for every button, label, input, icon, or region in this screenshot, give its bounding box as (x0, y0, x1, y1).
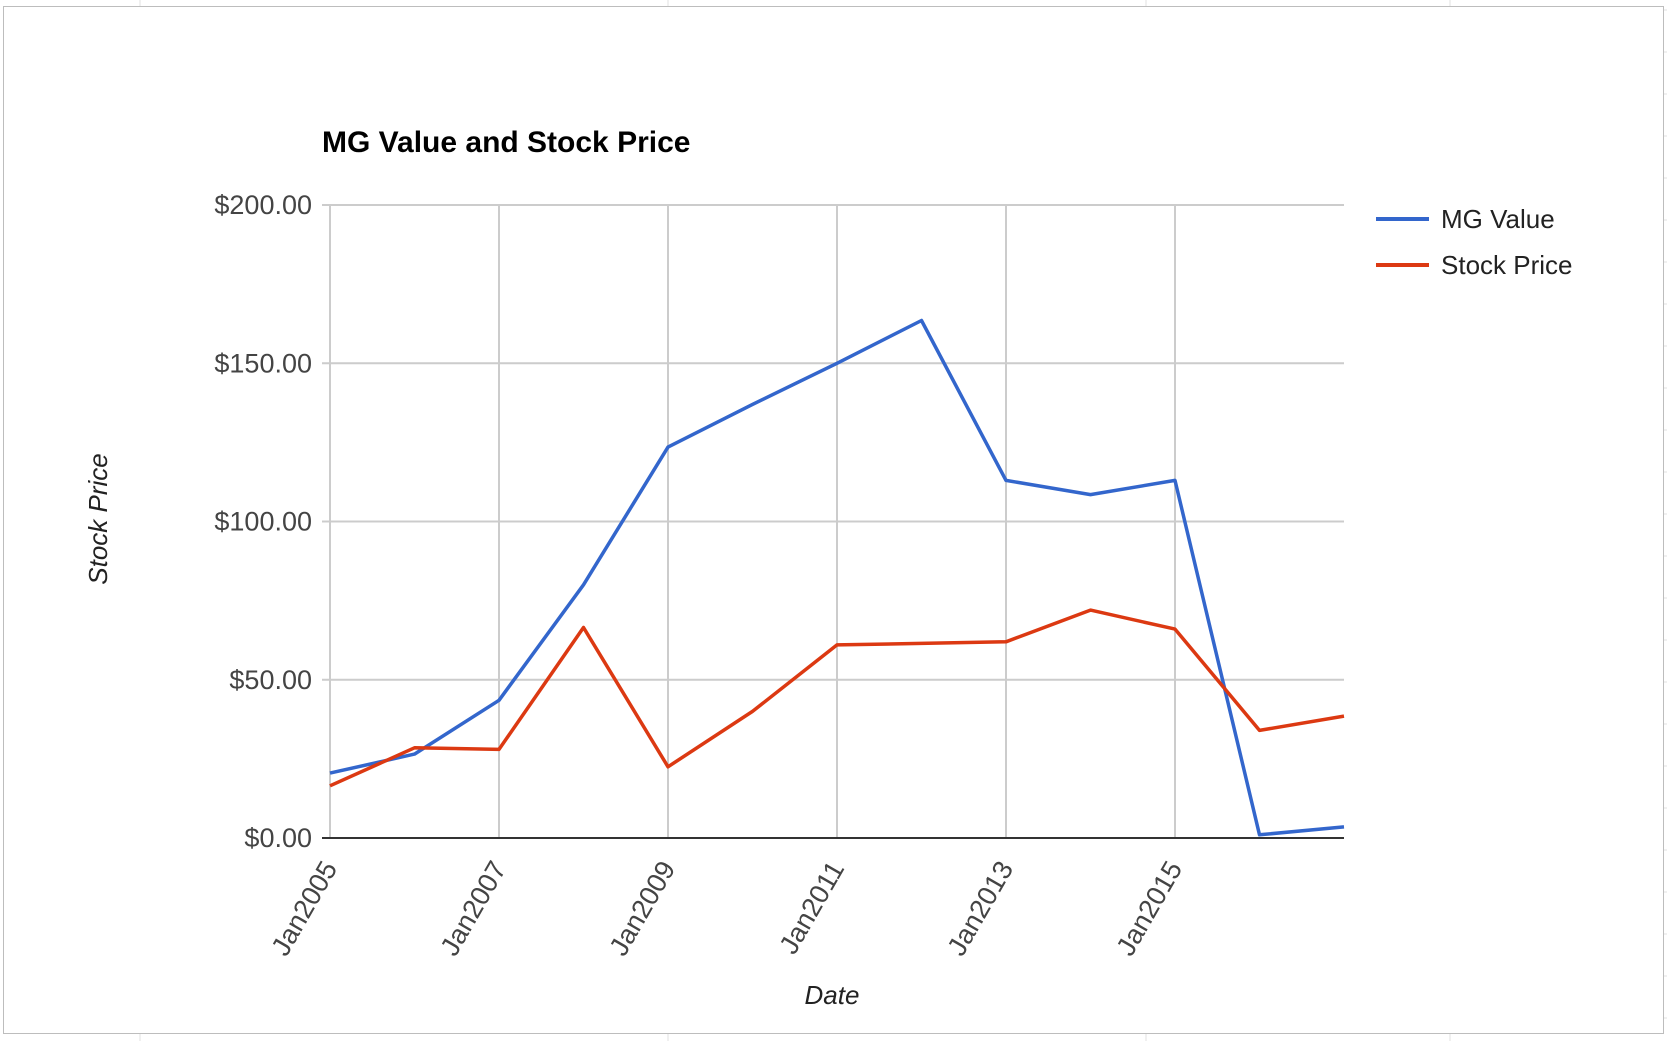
x-tick-label: Jan2015 (1110, 856, 1188, 961)
chart-title: MG Value and Stock Price (322, 126, 690, 159)
y-axis-title: Stock Price (83, 453, 113, 585)
y-tick-label: $100.00 (214, 507, 312, 537)
line-chart: MG Value and Stock Price $0.00 $50.00 $100… (83, 126, 1573, 1010)
x-tick-label: Jan2011 (773, 856, 850, 959)
legend-label: MG Value (1441, 204, 1555, 234)
legend[interactable]: MG Value Stock Price (1376, 204, 1573, 280)
x-axis-title: Date (805, 980, 860, 1010)
x-tick-label: Jan2013 (941, 856, 1019, 961)
y-tick-label: $150.00 (214, 348, 312, 378)
series-lines (329, 318, 1345, 837)
legend-label: Stock Price (1441, 250, 1573, 280)
y-axis-ticks: $0.00 $50.00 $100.00 $150.00 $200.00 (214, 190, 312, 853)
y-tick-label: $200.00 (214, 190, 312, 220)
y-tick-label: $50.00 (229, 665, 312, 695)
chart-container[interactable]: MG Value and Stock Price $0.00 $50.00 $100… (3, 6, 1664, 1034)
x-tick-label: Jan2009 (603, 856, 681, 961)
series-line-stock-price[interactable] (329, 608, 1345, 788)
gridlines (322, 204, 1344, 838)
series-line-mg-value[interactable] (329, 318, 1345, 837)
x-axis-ticks: Jan2005 Jan2007 Jan2009 Jan2011 Jan2013 Jan20… (265, 856, 1188, 961)
x-tick-label: Jan2007 (434, 856, 512, 961)
y-tick-label: $0.00 (244, 823, 312, 853)
x-tick-label: Jan2005 (265, 856, 343, 961)
